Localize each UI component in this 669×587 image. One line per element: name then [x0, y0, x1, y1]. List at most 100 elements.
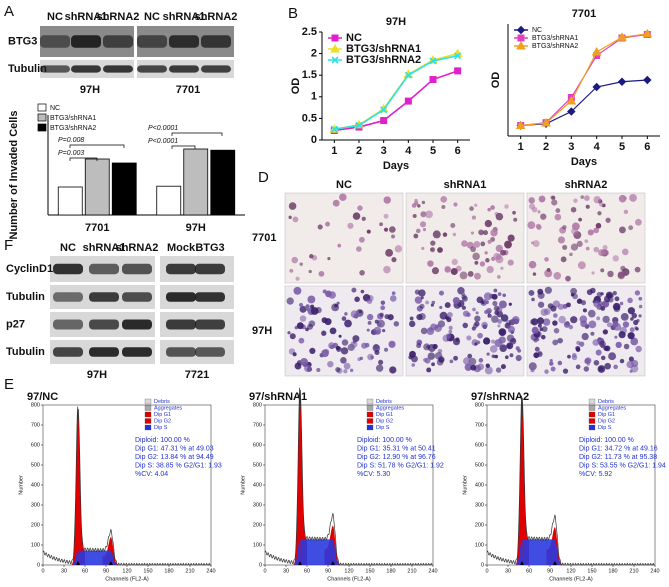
cycle-stat: Dip G2: 11.73 % at 95.38	[579, 454, 657, 461]
cell	[638, 296, 643, 301]
y-tick-label: 300	[31, 502, 40, 508]
y-tick-label: 700	[31, 422, 40, 428]
cell	[634, 266, 641, 273]
cell	[295, 276, 300, 281]
blot-band	[169, 35, 199, 48]
cell	[517, 348, 522, 353]
y-tick-label: 1	[311, 91, 317, 103]
blot-band	[53, 263, 83, 275]
cell	[388, 340, 396, 348]
cell	[598, 202, 604, 207]
cell	[420, 327, 428, 335]
cell	[532, 272, 537, 276]
cell	[394, 245, 403, 253]
cell	[421, 200, 426, 205]
cell	[507, 234, 515, 242]
cell	[626, 360, 634, 369]
cell	[638, 314, 642, 318]
cell	[619, 301, 624, 306]
cell	[380, 305, 386, 311]
cell	[584, 358, 590, 364]
cell	[495, 244, 503, 253]
cell	[494, 354, 499, 359]
histogram-title: 97/NC	[27, 391, 58, 403]
cell	[480, 241, 486, 247]
cell	[630, 337, 639, 346]
x-tick-label: 60	[304, 568, 310, 574]
cell	[482, 337, 491, 345]
cycle-stat: Dip S: 53.55 % G2/G1: 1.94	[579, 462, 666, 469]
cell	[623, 343, 630, 350]
legend-label: Dip G2	[154, 418, 171, 424]
cell	[600, 292, 604, 296]
cell	[604, 345, 611, 352]
x-tick-label: 30	[505, 568, 511, 574]
cell	[327, 360, 334, 368]
blot-band	[166, 347, 196, 357]
significance-bracket	[69, 157, 98, 161]
s-phase	[516, 539, 562, 565]
micrograph	[284, 192, 404, 284]
x-tick-label: 6	[644, 141, 650, 153]
x-axis-label: Channels (FL2-A)	[105, 576, 149, 582]
significance-bracket	[171, 132, 223, 136]
cell	[608, 352, 617, 361]
cell	[292, 352, 297, 357]
cell	[441, 204, 446, 209]
blot-band	[103, 35, 133, 48]
legend-label: Dip G1	[376, 412, 393, 418]
cell	[490, 236, 496, 242]
cell	[551, 199, 558, 206]
cell	[612, 255, 619, 262]
cell	[593, 359, 600, 366]
cell	[528, 289, 535, 296]
cell	[486, 352, 490, 356]
cell	[575, 347, 581, 352]
cell	[602, 315, 610, 324]
s-phase	[72, 550, 118, 565]
x-tick-label: 30	[61, 568, 67, 574]
cell	[534, 346, 540, 352]
y-tick-label: 800	[31, 402, 40, 408]
cell	[541, 326, 548, 332]
cell	[461, 294, 467, 300]
cell	[383, 227, 389, 232]
cell	[308, 269, 312, 274]
cell	[384, 347, 389, 352]
cell	[485, 258, 490, 263]
cell	[430, 247, 436, 253]
cell	[432, 230, 441, 239]
cell	[550, 305, 557, 312]
y-tick-label: 0	[311, 134, 317, 146]
y-tick-label: 2.5	[302, 26, 317, 38]
legend-swatch	[366, 405, 374, 411]
blot-band	[71, 35, 101, 48]
micrograph	[405, 192, 525, 284]
cell	[544, 369, 549, 374]
cell	[490, 205, 495, 210]
cell	[450, 267, 458, 275]
s-phase	[294, 539, 340, 565]
cell	[327, 257, 331, 261]
micrograph-column-label: shRNA1	[444, 179, 487, 191]
p-value: P=0.003	[58, 150, 84, 157]
y-tick-label: 200	[475, 522, 484, 528]
cell	[613, 322, 622, 331]
legend-swatch	[37, 123, 47, 132]
cell	[428, 327, 433, 332]
cell	[321, 317, 328, 324]
blot-band	[53, 319, 83, 330]
cell	[298, 302, 304, 308]
cell	[459, 271, 468, 280]
cell	[417, 204, 421, 208]
cell	[504, 240, 512, 249]
cell	[409, 316, 414, 321]
cell	[535, 223, 542, 230]
x-tick-label: 180	[164, 568, 173, 574]
y-tick-label: 800	[253, 402, 262, 408]
cell	[350, 340, 358, 348]
cell	[389, 295, 397, 302]
cell	[595, 349, 602, 356]
cell	[414, 296, 423, 304]
cell	[453, 202, 458, 207]
